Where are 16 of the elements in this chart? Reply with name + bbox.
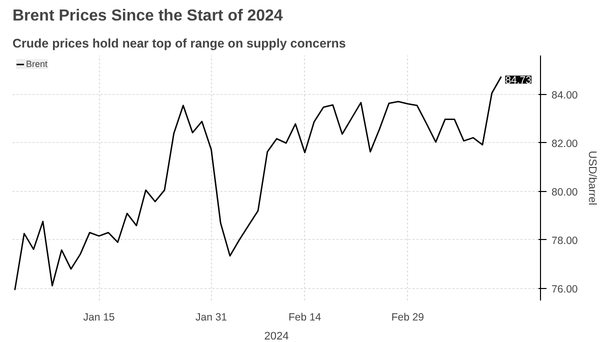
line-series (14, 76, 502, 291)
x-tick-label: Feb 29 (391, 312, 424, 324)
y-tick-label: 84.00 (552, 89, 578, 102)
y-tick-label: 80.00 (552, 186, 578, 198)
legend-label: Brent (26, 59, 48, 69)
y-tick-label: 82.00 (552, 138, 578, 150)
x-axis-title: 2024 (264, 330, 289, 342)
chart-subtitle: Crude prices hold near top of range on supply concerns (12, 36, 346, 50)
chart-title: Brent Prices Since the Start of 2024 (12, 8, 283, 24)
data-label: 84.73 (505, 74, 532, 87)
x-tick-label: Jan 15 (83, 312, 115, 324)
y-tick-label: 76.00 (552, 283, 578, 296)
y-axis-title: USD/barrel (586, 150, 598, 206)
y-tick-label: 78.00 (552, 234, 578, 247)
x-tick-label: Feb 14 (288, 312, 322, 324)
x-tick-label: Jan 31 (195, 312, 228, 324)
